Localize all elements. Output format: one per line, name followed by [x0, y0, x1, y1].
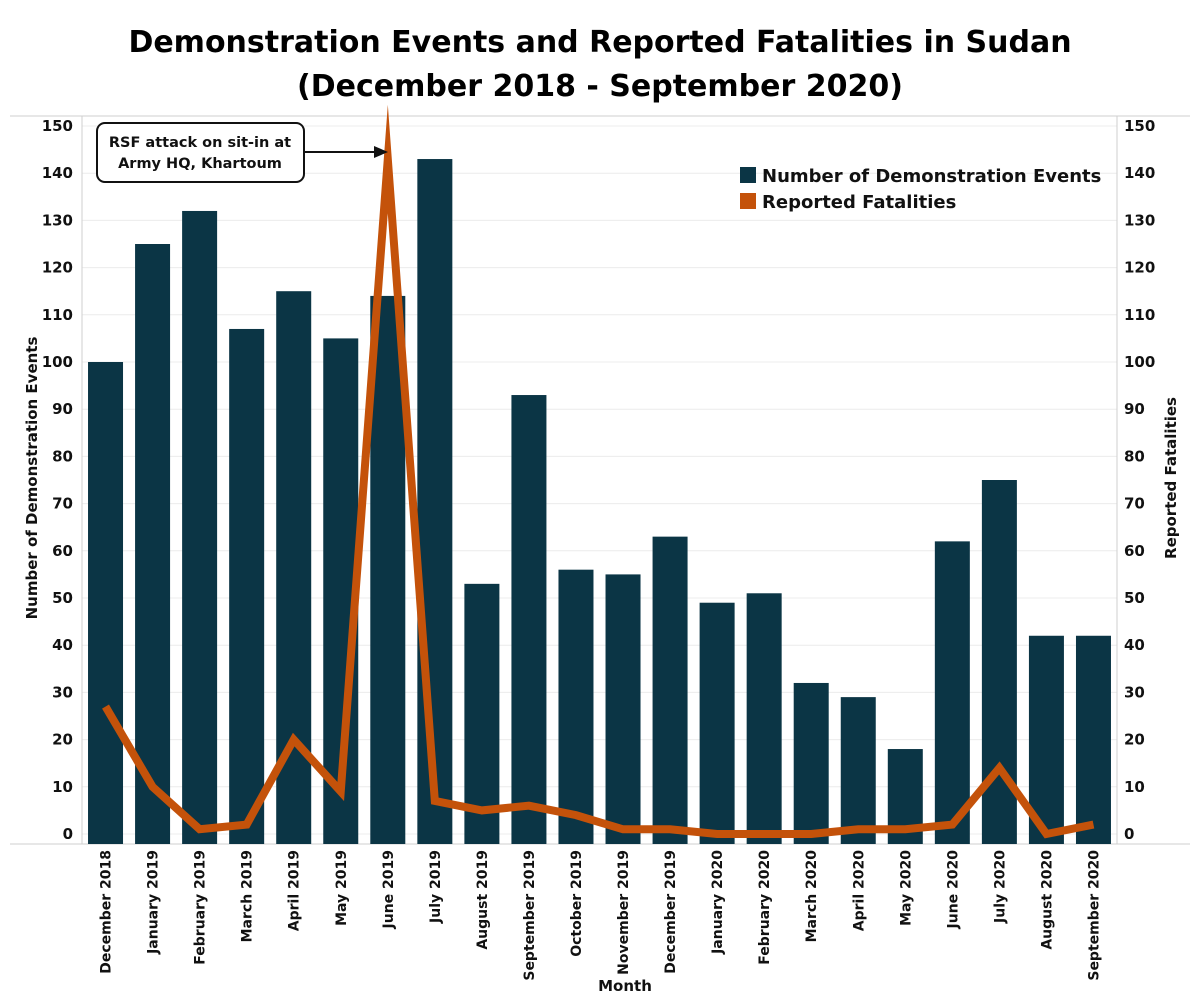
- right-tick-label: 50: [1124, 589, 1145, 607]
- chart-title-line-2: (December 2018 - September 2020): [297, 69, 903, 104]
- bar: [558, 569, 594, 844]
- x-tick-label: October 2019: [569, 850, 585, 957]
- fatalities-line: [102, 104, 1095, 839]
- left-tick-label: 60: [52, 542, 73, 560]
- bar: [135, 244, 171, 844]
- x-tick-label: February 2019: [193, 850, 209, 965]
- left-axis-label: Number of Demonstration Events: [23, 337, 41, 620]
- legend-swatch-fatalities: [740, 193, 756, 209]
- right-tick-label: 30: [1124, 683, 1145, 701]
- annotation-arrowhead: [374, 146, 388, 158]
- bar: [182, 210, 218, 844]
- bar: [370, 295, 406, 844]
- bar: [652, 536, 688, 844]
- right-tick-label: 150: [1124, 117, 1155, 135]
- x-tick-label: July 2019: [428, 850, 444, 924]
- legend-entry-fatalities: Reported Fatalities: [762, 192, 956, 213]
- bar: [464, 583, 500, 844]
- x-tick-label: September 2020: [1086, 850, 1102, 981]
- right-tick-label: 10: [1124, 778, 1145, 796]
- left-tick-label: 80: [52, 447, 73, 465]
- annotation-box: [96, 122, 305, 183]
- x-tick-label: January 2019: [146, 850, 162, 955]
- right-tick-label: 90: [1124, 400, 1145, 418]
- right-tick-label: 120: [1124, 259, 1155, 277]
- right-tick-label: 80: [1124, 447, 1145, 465]
- left-tick-label: 10: [52, 778, 73, 796]
- bar-series: [88, 159, 1111, 845]
- x-axis: December 2018 January 2019 February 2019 Ma…: [99, 850, 1103, 981]
- x-tick-label: January 2020: [710, 850, 726, 955]
- right-tick-label: 40: [1124, 636, 1145, 654]
- x-tick-label: May 2019: [334, 850, 350, 926]
- x-tick-label: November 2019: [616, 850, 632, 975]
- left-tick-label: 70: [52, 495, 73, 513]
- bar: [746, 593, 782, 844]
- left-tick-label: 120: [42, 259, 73, 277]
- bar: [88, 362, 124, 844]
- x-tick-label: July 2020: [992, 850, 1008, 924]
- x-tick-label: April 2020: [851, 850, 867, 931]
- right-tick-label: 100: [1124, 353, 1155, 371]
- bar: [699, 602, 735, 844]
- bar: [417, 159, 453, 845]
- bar: [934, 541, 970, 844]
- right-tick-label: 60: [1124, 542, 1145, 560]
- line-series: [102, 104, 1095, 839]
- legend-entry-events: Number of Demonstration Events: [762, 166, 1101, 187]
- left-tick-label: 90: [52, 400, 73, 418]
- right-tick-label: 130: [1124, 211, 1155, 229]
- x-axis-label: Month: [598, 977, 652, 995]
- x-tick-label: December 2019: [663, 850, 679, 974]
- x-tick-label: April 2019: [287, 850, 303, 931]
- left-tick-label: 150: [42, 117, 73, 135]
- left-tick-label: 20: [52, 731, 73, 749]
- annotation-rsf-attack: RSF attack on sit-in at Army HQ, Khartou…: [96, 122, 388, 183]
- x-tick-label: February 2020: [757, 850, 773, 965]
- x-tick-label: September 2019: [522, 850, 538, 981]
- chart-title-line-1: Demonstration Events and Reported Fatali…: [128, 25, 1071, 60]
- legend: Number of Demonstration Events Reported …: [740, 166, 1101, 213]
- right-axis-label: Reported Fatalities: [1162, 397, 1180, 559]
- bar: [1028, 635, 1064, 844]
- x-tick-label: August 2020: [1039, 850, 1055, 950]
- left-tick-label: 30: [52, 683, 73, 701]
- left-tick-label: 130: [42, 211, 73, 229]
- bar: [229, 328, 265, 845]
- left-tick-label: 100: [42, 353, 73, 371]
- left-tick-label: 0: [63, 825, 73, 843]
- left-tick-label: 140: [42, 164, 73, 182]
- right-tick-label: 20: [1124, 731, 1145, 749]
- right-tick-label: 140: [1124, 164, 1155, 182]
- right-tick-label: 110: [1124, 306, 1155, 324]
- bar: [511, 395, 547, 844]
- x-tick-label: December 2018: [99, 850, 115, 974]
- left-y-axis: 0 10 20 30 40 50 60 70 80 90 100 110 120 130 140 150: [42, 117, 73, 843]
- left-tick-label: 40: [52, 636, 73, 654]
- annotation-text-line-1: RSF attack on sit-in at: [109, 135, 291, 151]
- right-y-axis: 0 10 20 30 40 50 60 70 80 90 100 110 120 130 140 150: [1124, 117, 1155, 843]
- x-tick-label: June 2019: [381, 850, 397, 929]
- bar: [605, 574, 641, 844]
- chart-title: Demonstration Events and Reported Fatali…: [128, 25, 1071, 104]
- right-tick-label: 70: [1124, 495, 1145, 513]
- bar: [1075, 635, 1111, 844]
- legend-swatch-events: [740, 167, 756, 183]
- x-tick-label: June 2020: [945, 850, 961, 930]
- x-tick-label: March 2019: [240, 850, 256, 942]
- x-tick-label: August 2019: [475, 850, 491, 950]
- left-tick-label: 50: [52, 589, 73, 607]
- x-tick-label: May 2020: [898, 850, 914, 926]
- x-tick-label: March 2020: [804, 850, 820, 943]
- left-tick-label: 110: [42, 306, 73, 324]
- bar: [793, 682, 829, 844]
- right-tick-label: 0: [1124, 825, 1134, 843]
- bar: [840, 697, 876, 844]
- annotation-text-line-2: Army HQ, Khartoum: [118, 156, 282, 172]
